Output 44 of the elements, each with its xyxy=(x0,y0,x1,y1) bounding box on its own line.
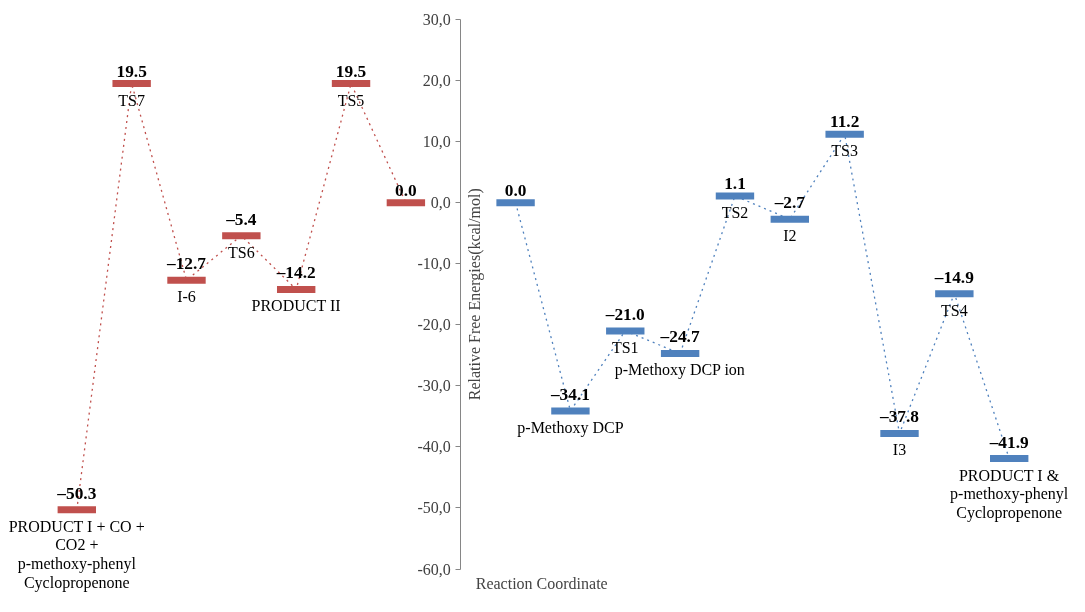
data-label: –14.9 xyxy=(933,267,975,287)
x-tick-label: I3 xyxy=(892,441,907,459)
data-label: –5.4 xyxy=(225,209,257,229)
data-label: –21.0 xyxy=(604,304,645,324)
x-tick-label: TS1 xyxy=(611,338,639,356)
data-label: –41.9 xyxy=(988,432,1030,452)
x-tick-label: PRODUCT II xyxy=(251,297,341,315)
y-tick-label: 30,0 xyxy=(422,10,451,28)
y-tick-label: -10,0 xyxy=(417,255,451,273)
x-tick-label: TS5 xyxy=(337,91,365,109)
x-tick-label: TS2 xyxy=(721,203,749,221)
x-tick-label: p-Methoxy DCP ion xyxy=(614,361,745,380)
data-label: –24.7 xyxy=(659,327,700,347)
y-tick-label: -60,0 xyxy=(417,560,451,578)
x-tick-label: p-Methoxy DCP xyxy=(517,418,624,437)
y-tick-label: 20,0 xyxy=(422,72,451,90)
y-tick-label: -50,0 xyxy=(417,499,451,517)
x-tick-label: TS6 xyxy=(228,243,255,261)
data-label: –37.8 xyxy=(879,407,920,427)
x-tick-label: TS3 xyxy=(831,142,858,160)
x-axis-title: Reaction Coordinate xyxy=(475,575,608,593)
data-label: –50.3 xyxy=(56,483,97,503)
data-label: 11.2 xyxy=(829,112,860,132)
data-label: 19.5 xyxy=(116,61,148,81)
data-label: –12.7 xyxy=(166,254,207,274)
x-tick-label: I2 xyxy=(783,227,797,245)
data-label: –2.7 xyxy=(773,193,806,213)
x-tick-label: TS4 xyxy=(941,301,968,319)
y-axis-title: Relative Free Energies(kcal/mol) xyxy=(465,188,484,401)
data-label: 1.1 xyxy=(724,173,746,193)
x-tick-label: PRODUCT I & p-methoxy-phenyl Cyclopropenone xyxy=(950,466,1069,522)
x-tick-label: I-6 xyxy=(177,288,196,306)
y-tick-label: 0,0 xyxy=(430,194,451,212)
data-label: –14.2 xyxy=(275,263,316,283)
data-label: 0.0 xyxy=(395,180,417,200)
y-tick-label: 10,0 xyxy=(422,133,451,151)
y-tick-label: -40,0 xyxy=(417,438,451,456)
data-label: –34.1 xyxy=(549,384,590,404)
y-tick-label: -20,0 xyxy=(417,316,451,334)
x-tick-label: PRODUCT I + CO + CO2 + p-methoxy-phenyl Cyclopropenone xyxy=(8,517,145,592)
data-label: 19.5 xyxy=(335,61,367,81)
x-tick-label: TS7 xyxy=(118,91,145,109)
y-tick-label: -30,0 xyxy=(417,377,451,395)
data-label: 0.0 xyxy=(504,180,527,200)
